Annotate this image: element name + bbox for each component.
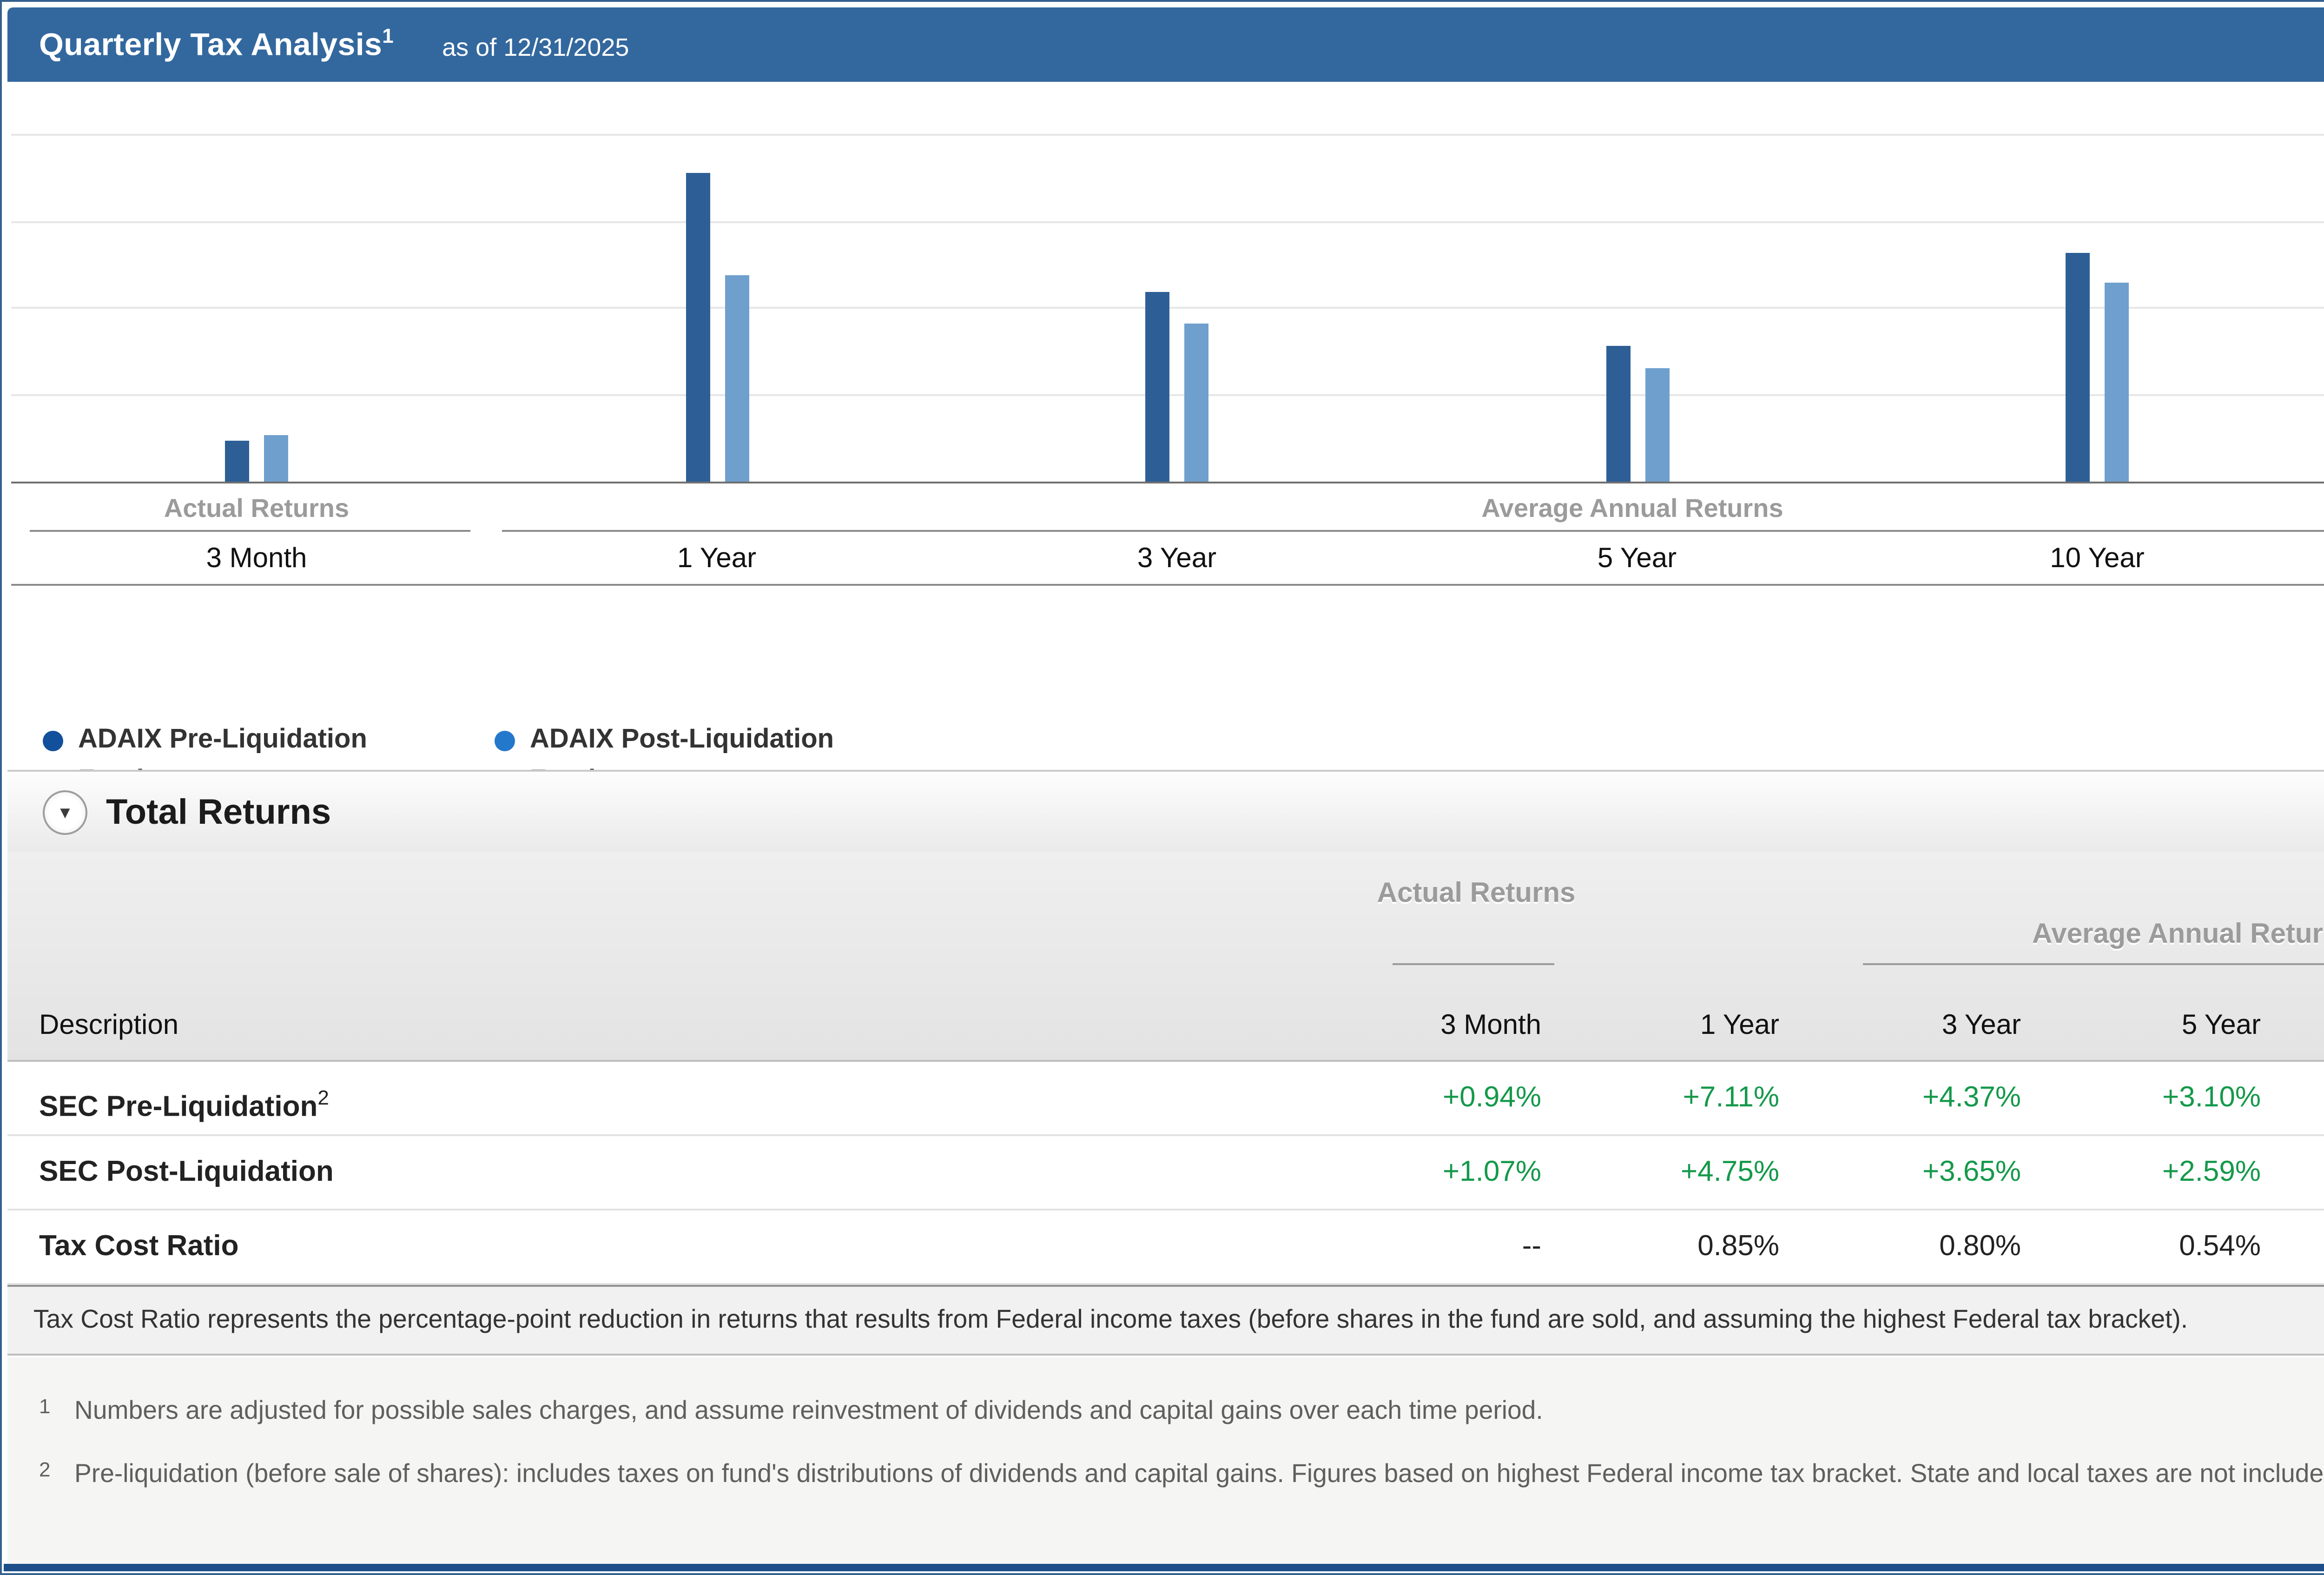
chevron-down-icon: ▼: [57, 802, 73, 821]
column-group-actual-returns: Actual Returns: [1377, 878, 1576, 909]
bottom-accent-bar: [4, 1564, 2324, 1571]
cell-sec-post-liquidation-2: +3.65%: [1922, 1157, 2021, 1188]
cell-tax-cost-ratio-2: 0.80%: [1939, 1231, 2021, 1263]
table-row-tax-cost-ratio: Tax Cost Ratio--0.85%0.80%0.54%1.25%--: [7, 1211, 2324, 1285]
group-label-average-annual-returns: Average Annual Returns: [1481, 493, 1783, 523]
bar-pre-5-year: [1605, 346, 1630, 482]
column-header-5-year: 5 Year: [2181, 1010, 2261, 1041]
page-header: Quarterly Tax Analysis1 as of 12/31/2025: [7, 7, 2324, 82]
collapse-section-button[interactable]: ▼: [43, 790, 87, 835]
row-description: Tax Cost Ratio: [39, 1231, 239, 1263]
as-of-date: as of 12/31/2025: [442, 33, 629, 60]
row-description: SEC Pre-Liquidation2: [39, 1088, 329, 1124]
total-returns-section-header: ▼ Total Returns: [7, 770, 2324, 852]
chart-bottom-rule: [11, 584, 2324, 586]
bar-post-3-month: [264, 435, 288, 482]
section-title: Total Returns: [106, 794, 331, 833]
bar-post-1-year: [724, 275, 748, 482]
cell-sec-post-liquidation-1: +4.75%: [1680, 1157, 1779, 1188]
bar-pre-10-year: [2066, 252, 2090, 482]
cell-sec-pre-liquidation-2: +4.37%: [1922, 1082, 2021, 1114]
footnote-1: 1 Numbers are adjusted for possible sales…: [39, 1391, 2324, 1431]
title-footnote-marker: 1: [382, 25, 394, 48]
page-title: Quarterly Tax Analysis1: [39, 25, 394, 62]
gridline-6pct: [11, 220, 2324, 223]
cell-tax-cost-ratio-1: 0.85%: [1697, 1231, 1779, 1263]
bar-pre-3-year: [1145, 291, 1169, 482]
footnote-text: Numbers are adjusted for possible sales …: [74, 1396, 1543, 1424]
group-underline-average: [502, 530, 2324, 532]
chart-baseline: [11, 482, 2324, 483]
group-underline-actual: [30, 530, 470, 532]
cell-sec-pre-liquidation-0: +0.94%: [1442, 1082, 1541, 1114]
bar-pre-3-month: [225, 441, 249, 482]
tax-cost-ratio-note: Tax Cost Ratio represents the percentage…: [7, 1285, 2324, 1356]
cell-tax-cost-ratio-0: --: [1522, 1231, 1541, 1263]
column-header-description: Description: [39, 1010, 179, 1041]
row-description: SEC Post-Liquidation: [39, 1157, 334, 1188]
cell-sec-post-liquidation-3: +2.59%: [2162, 1157, 2261, 1188]
bar-post-10-year: [2105, 283, 2129, 482]
column-header-1-year: 1 Year: [1700, 1010, 1779, 1041]
average-annual-returns-underline: [1863, 963, 2324, 965]
gridline-8pct: [11, 133, 2324, 136]
category-label-3-month: 3 Month: [206, 543, 307, 575]
footnote-marker: 1: [39, 1396, 51, 1419]
footnote-2: 2 Pre-liquidation (before sale of shares)…: [39, 1454, 2324, 1494]
category-label-3-year: 3 Year: [1137, 543, 1217, 575]
footnotes-area: 1 Numbers are adjusted for possible sales…: [7, 1357, 2324, 1566]
footnote-text: Pre-liquidation (before sale of shares):…: [74, 1460, 2324, 1488]
legend-dot-icon: [43, 731, 63, 751]
cell-sec-pre-liquidation-3: +3.10%: [2162, 1082, 2261, 1114]
table-header: Actual Returns Average Annual Returns In…: [7, 852, 2324, 1062]
cell-tax-cost-ratio-3: 0.54%: [2179, 1231, 2261, 1263]
bar-post-5-year: [1644, 369, 1669, 482]
cell-sec-pre-liquidation-1: +7.11%: [1683, 1082, 1779, 1114]
table-row-sec-post-liquidation: SEC Post-Liquidation +1.07% +4.75% +3.65% +2…: [7, 1136, 2324, 1211]
bar-pre-1-year: [685, 172, 709, 482]
column-header-3-year: 3 Year: [1941, 1010, 2021, 1041]
column-group-average-annual-returns: Average Annual Returns: [2032, 919, 2324, 950]
cell-sec-post-liquidation-0: +1.07%: [1442, 1157, 1541, 1188]
bar-post-3-year: [1184, 323, 1208, 482]
footnote-marker: 2: [39, 1460, 51, 1482]
category-label-5-year: 5 Year: [1597, 543, 1677, 575]
column-header-3-month: 3 Month: [1440, 1010, 1541, 1041]
legend-dot-icon: [495, 731, 515, 751]
category-label-10-year: 10 Year: [2050, 543, 2145, 575]
group-label-actual-returns: Actual Returns: [164, 493, 350, 523]
category-label-1-year: 1 Year: [677, 543, 757, 575]
table-row-sec-pre-liquidation: SEC Pre-Liquidation2 +0.94% +7.11% +4.37% +3…: [7, 1062, 2324, 1136]
row-footnote-marker: 2: [317, 1088, 329, 1110]
actual-returns-underline: [1393, 963, 1554, 965]
